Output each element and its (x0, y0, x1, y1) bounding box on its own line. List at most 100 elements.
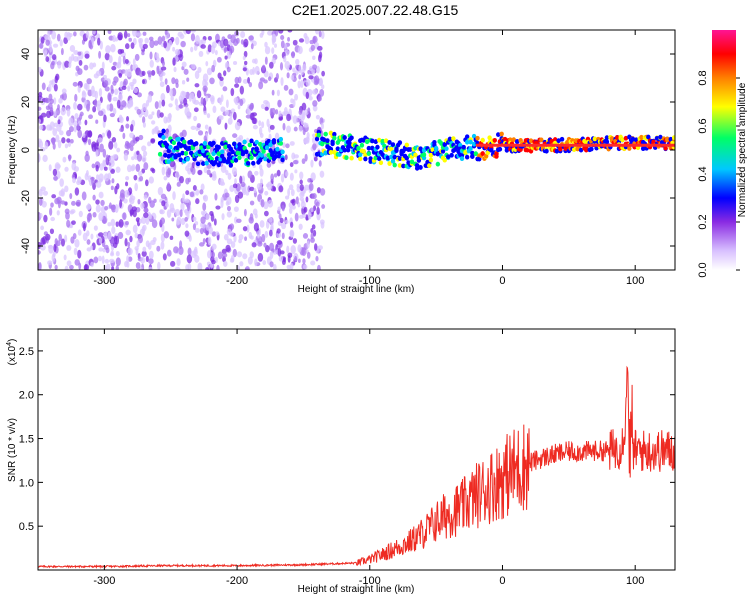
heatmap-noise-cell (263, 79, 268, 84)
heatmap-noise-cell (126, 164, 132, 173)
snr-y-tick-label: 0.5 (19, 521, 34, 533)
heatmap-noise-cell (161, 200, 166, 207)
heatmap-noise-cell (287, 36, 291, 42)
heatmap-noise-cell (162, 253, 167, 261)
heatmap-noise-cell (149, 39, 155, 49)
heatmap-noise-cell (124, 260, 128, 268)
heatmap-noise-cell (302, 232, 309, 239)
heatmap-noise-cell (92, 30, 96, 35)
heatmap-signal-cell (447, 137, 453, 142)
heatmap-noise-cell (160, 93, 166, 102)
heatmap-signal-cell (390, 142, 396, 147)
heatmap-noise-cell (88, 114, 93, 120)
heatmap-signal-cell (249, 138, 254, 144)
heatmap-noise-cell (110, 204, 116, 211)
heatmap-noise-cell (203, 194, 209, 202)
heatmap-noise-cell (130, 42, 135, 49)
heatmap-signal-cell (508, 137, 513, 143)
spectrogram-y-label: Frequency (Hz) (7, 116, 18, 185)
heatmap-noise-cell (195, 35, 200, 45)
heatmap-noise-cell (205, 60, 209, 67)
heatmap-noise-cell (156, 109, 161, 119)
heatmap-noise-cell (213, 218, 217, 226)
heatmap-signal-cell (449, 152, 454, 158)
heatmap-noise-cell (77, 51, 82, 56)
heatmap-signal-cell (672, 135, 675, 140)
heatmap-noise-cell (111, 178, 115, 184)
heatmap-signal-cell (639, 134, 644, 140)
heatmap-noise-cell (225, 99, 229, 108)
heatmap-noise-cell (284, 49, 290, 56)
colorbar-tick-label: 0.6 (697, 118, 709, 133)
heatmap-noise-cell (294, 255, 298, 263)
heatmap-signal-cell (180, 150, 185, 156)
heatmap-noise-cell (223, 260, 228, 267)
heatmap-noise-cell (184, 216, 188, 222)
heatmap-noise-cell (312, 55, 316, 61)
heatmap-noise-cell (86, 103, 91, 112)
heatmap-signal-cell (404, 155, 409, 161)
heatmap-noise-cell (231, 167, 238, 176)
heatmap-signal-cell (499, 131, 504, 137)
heatmap-noise-cell (221, 248, 227, 255)
heatmap-noise-cell (262, 260, 267, 266)
heatmap-noise-cell (125, 220, 129, 226)
heatmap-noise-cell (64, 234, 68, 243)
heatmap-noise-cell (304, 184, 310, 191)
heatmap-noise-cell (68, 117, 74, 127)
heatmap-noise-cell (192, 223, 197, 231)
heatmap-noise-cell (50, 202, 54, 208)
heatmap-noise-cell (159, 73, 163, 82)
heatmap-signal-cell (389, 154, 394, 160)
heatmap-noise-cell (47, 244, 53, 249)
heatmap-noise-cell (294, 93, 299, 101)
heatmap-noise-cell (315, 114, 321, 120)
heatmap-noise-cell (39, 42, 44, 49)
heatmap-noise-cell (141, 70, 146, 76)
heatmap-signal-cell (394, 146, 399, 152)
heatmap-noise-cell (282, 257, 286, 263)
heatmap-noise-cell (197, 262, 203, 270)
heatmap-signal-cell (275, 146, 280, 152)
heatmap-noise-cell (194, 83, 200, 88)
heatmap-noise-cell (190, 30, 197, 33)
heatmap-signal-cell (556, 138, 561, 144)
heatmap-noise-cell (142, 31, 147, 36)
heatmap-signal-cell (409, 159, 415, 165)
heatmap-noise-cell (232, 248, 237, 258)
heatmap-signal-cell (228, 162, 234, 168)
heatmap-noise-cell (129, 145, 134, 152)
heatmap-signal-cell (387, 161, 392, 166)
heatmap-noise-cell (295, 196, 299, 205)
heatmap-noise-cell (121, 100, 127, 108)
heatmap-noise-cell (44, 34, 49, 40)
heatmap-noise-cell (193, 115, 198, 122)
heatmap-signal-cell (592, 136, 598, 142)
heatmap-noise-cell (127, 33, 131, 38)
heatmap-noise-cell (142, 224, 147, 232)
heatmap-noise-cell (154, 101, 159, 109)
heatmap-noise-cell (291, 204, 296, 210)
heatmap-noise-cell (212, 105, 217, 114)
heatmap-noise-cell (315, 201, 320, 208)
heatmap-signal-cell (401, 163, 406, 169)
colorbar-tick-label: 0.2 (697, 214, 709, 229)
heatmap-noise-cell (113, 141, 118, 149)
heatmap-noise-cell (310, 159, 314, 168)
heatmap-noise-cell (167, 249, 172, 257)
heatmap-noise-cell (307, 211, 312, 220)
heatmap-signal-cell (475, 135, 480, 141)
heatmap-noise-cell (38, 106, 42, 111)
heatmap-noise-cell (243, 208, 247, 217)
heatmap-noise-cell (227, 172, 232, 180)
heatmap-signal-cell (173, 153, 178, 158)
heatmap-noise-cell (276, 169, 281, 177)
heatmap-signal-cell (223, 144, 228, 150)
heatmap-noise-cell (38, 197, 43, 207)
heatmap-noise-cell (111, 137, 117, 143)
spectrogram-x-tick-label: -300 (93, 275, 115, 287)
heatmap-noise-cell (151, 120, 156, 125)
snr-series-line (38, 365, 675, 570)
heatmap-noise-cell (93, 225, 98, 231)
heatmap-noise-cell (169, 88, 174, 97)
